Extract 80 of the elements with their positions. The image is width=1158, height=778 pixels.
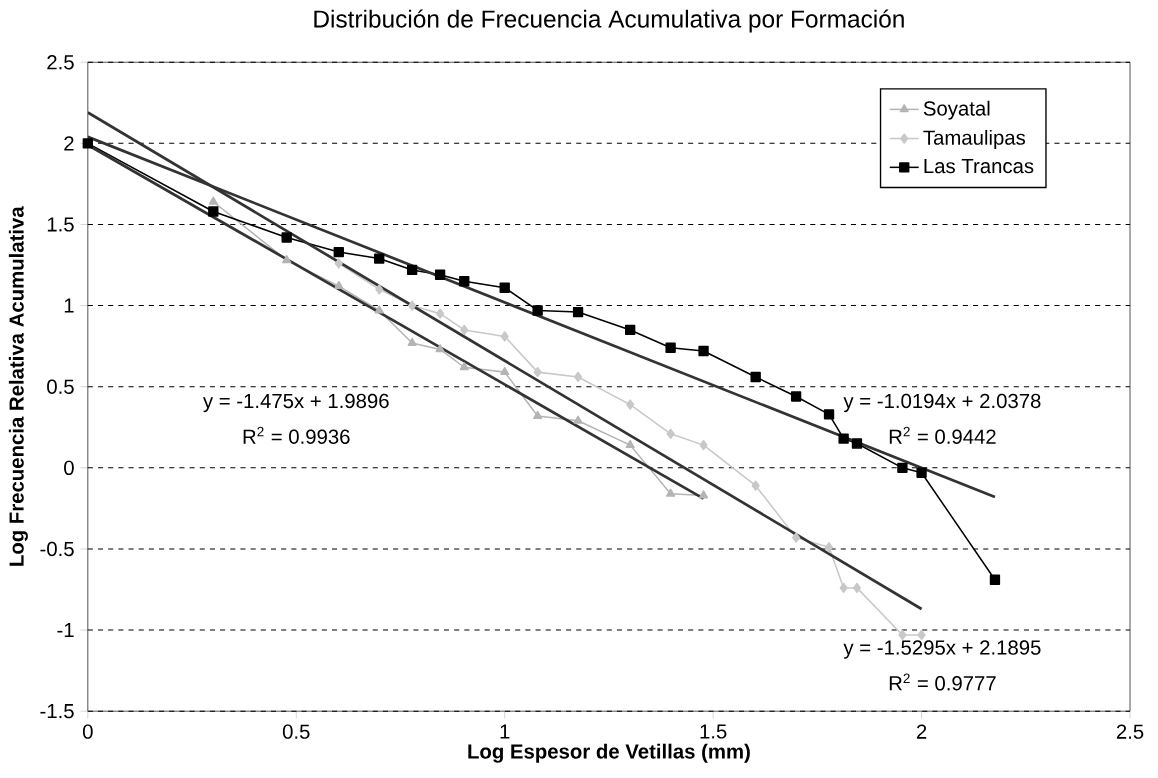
point bbox=[917, 629, 926, 640]
point bbox=[334, 258, 343, 269]
point bbox=[750, 371, 761, 383]
point bbox=[460, 324, 469, 335]
point bbox=[281, 232, 292, 243]
point bbox=[434, 269, 446, 280]
point bbox=[82, 138, 93, 149]
annotation: y = -1.0194x + 2.0378 bbox=[843, 393, 1041, 413]
y-tick-label: -1.5 bbox=[40, 703, 74, 719]
y-tick-label: 2 bbox=[64, 136, 74, 151]
y-tick-label: 1.5 bbox=[47, 217, 74, 232]
y-tick-label: 1 bbox=[64, 298, 74, 313]
point bbox=[333, 246, 344, 258]
legend-label: Soyatal bbox=[923, 100, 990, 120]
point bbox=[374, 305, 384, 314]
legend-label: Tamaulipas bbox=[923, 129, 1026, 149]
annotation: y = -1.475x + 1.9896 bbox=[202, 393, 389, 413]
annotation: R$^{2}$ = 0.9936 bbox=[243, 426, 350, 444]
legend-label: Las Trancas bbox=[924, 158, 1034, 174]
point bbox=[790, 391, 802, 402]
point bbox=[375, 284, 384, 295]
x-tick-label: 0 bbox=[82, 724, 93, 739]
point bbox=[897, 462, 908, 473]
point bbox=[500, 366, 510, 375]
point bbox=[407, 337, 417, 346]
y-tick-label: -0.5 bbox=[40, 541, 74, 557]
x-tick-label: 0.5 bbox=[282, 724, 310, 739]
point bbox=[208, 196, 218, 205]
point bbox=[852, 582, 862, 593]
point bbox=[625, 324, 636, 335]
point bbox=[626, 399, 635, 410]
point bbox=[459, 275, 470, 287]
point bbox=[916, 467, 927, 478]
point bbox=[574, 371, 583, 383]
point bbox=[533, 410, 543, 419]
point bbox=[751, 480, 760, 491]
point bbox=[374, 253, 385, 264]
y-axis-title: Log Frecuencia Relativa Acumulativa bbox=[8, 206, 28, 566]
point bbox=[459, 361, 469, 371]
point bbox=[838, 433, 849, 444]
point bbox=[898, 629, 907, 640]
point bbox=[851, 438, 863, 449]
point bbox=[532, 305, 543, 316]
point bbox=[666, 488, 676, 497]
point bbox=[572, 306, 584, 318]
point bbox=[666, 428, 675, 439]
point bbox=[824, 542, 834, 553]
point bbox=[499, 282, 510, 293]
y-tick-label: 0.5 bbox=[47, 379, 74, 394]
point bbox=[698, 490, 709, 499]
point bbox=[406, 264, 418, 275]
x-tick-label: 2.5 bbox=[1116, 724, 1144, 739]
x-tick-label: 1 bbox=[500, 724, 510, 739]
chart-title: Distribución de Frecuencia Acumulativa por Formación bbox=[314, 9, 904, 33]
point bbox=[665, 342, 676, 353]
point bbox=[625, 439, 635, 448]
point bbox=[334, 280, 344, 289]
x-axis-title: Log Espesor de Vetillas (mm) bbox=[468, 743, 750, 763]
point bbox=[699, 439, 708, 451]
point bbox=[282, 254, 292, 264]
x-tick-label: 1.5 bbox=[700, 724, 727, 739]
point bbox=[823, 409, 835, 420]
point bbox=[435, 344, 445, 353]
point bbox=[792, 532, 801, 543]
point bbox=[989, 574, 1001, 585]
y-tick-label: -1 bbox=[57, 622, 74, 637]
annotation: R$^{2}$ = 0.9777 bbox=[889, 673, 996, 691]
point bbox=[533, 366, 542, 378]
x-tick-label: 2 bbox=[916, 724, 927, 739]
point bbox=[500, 331, 509, 342]
point bbox=[839, 582, 848, 593]
point bbox=[573, 415, 583, 424]
y-tick-label: 0 bbox=[64, 460, 74, 475]
y-tick-label: 2.5 bbox=[47, 54, 74, 70]
annotation: y = -1.5295x + 2.1895 bbox=[843, 640, 1041, 659]
point bbox=[698, 345, 709, 357]
annotation: R$^{2}$ = 0.9442 bbox=[889, 426, 996, 444]
point bbox=[436, 308, 445, 319]
point bbox=[408, 300, 417, 311]
point bbox=[208, 206, 219, 217]
